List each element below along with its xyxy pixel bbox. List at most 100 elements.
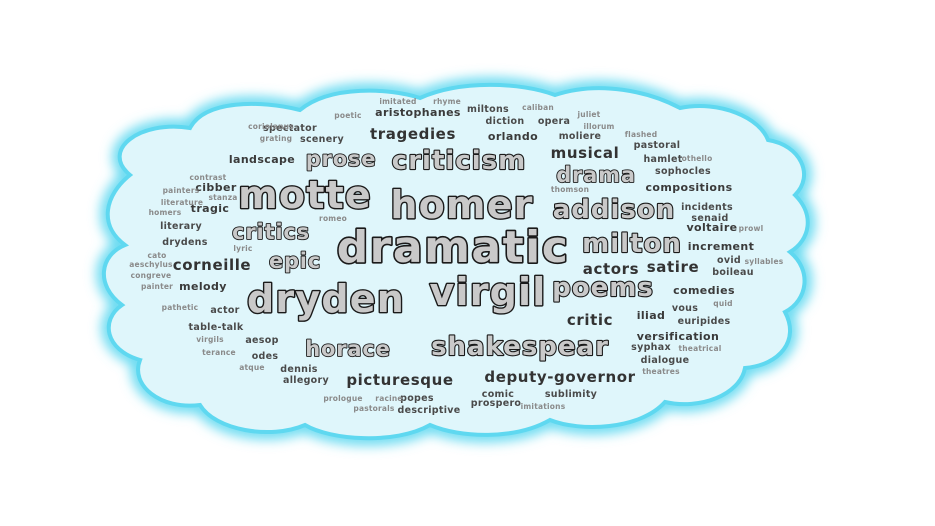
cloud-word: orlando	[488, 130, 538, 143]
cloud-word: scenery	[300, 134, 344, 145]
cloud-word: motte	[238, 173, 372, 217]
cloud-word: landscape	[229, 153, 295, 166]
cloud-word: pastorals	[353, 404, 395, 413]
cloud-word: melody	[179, 280, 227, 293]
cloud-word: congreve	[131, 271, 172, 280]
cloud-word: dryden	[247, 277, 405, 321]
cloud-word: comedies	[673, 284, 735, 297]
cloud-word: tragic	[191, 202, 230, 215]
cloud-word: senaid	[691, 213, 728, 224]
cloud-word: virgil	[430, 270, 547, 314]
cloud-word: epic	[269, 249, 321, 273]
cloud-word: imitated	[379, 97, 416, 106]
cloud-word: deputy-governor	[484, 368, 635, 386]
cloud-word: dennis	[280, 364, 318, 375]
cloud-word: stanza	[208, 193, 237, 202]
cloud-word: compositions	[645, 181, 732, 194]
cloud-word: theatrical	[678, 344, 721, 353]
cloud-word: hamlet	[643, 154, 682, 165]
cloud-word: aristophanes	[375, 106, 461, 119]
cloud-word: painter	[141, 282, 173, 291]
cloud-word: descriptive	[397, 405, 460, 416]
cloud-word: lyric	[233, 244, 252, 253]
cloud-word: grating	[260, 134, 292, 143]
cloud-word: prose	[306, 147, 377, 171]
cloud-word: miltons	[467, 104, 509, 115]
cloud-word: prologue	[323, 394, 362, 403]
cloud-word: actors	[583, 260, 639, 278]
cloud-word: opera	[538, 116, 570, 127]
cloud-shape	[102, 82, 810, 441]
cloud-word: prowl	[739, 224, 764, 233]
cloud-word: sublimity	[545, 389, 598, 400]
cloud-word: dramatic	[337, 222, 570, 273]
cloud-word: dialogue	[641, 355, 690, 366]
cloud-word: aesop	[245, 335, 278, 346]
cloud-word: voltaire	[686, 221, 737, 234]
cloud-word: criticism	[392, 146, 526, 176]
cloud-word: cato	[147, 251, 166, 260]
cloud-word: othello	[682, 154, 713, 163]
cloud-word: aeschylus	[129, 260, 173, 269]
cloud-word: milton	[582, 229, 682, 259]
cloud-word: satire	[647, 258, 700, 276]
cloud-word: atque	[239, 363, 264, 372]
cloud-word: addison	[553, 195, 676, 225]
cloud-word: pastoral	[634, 140, 681, 151]
cloud-word: diction	[486, 116, 525, 127]
cloud-word: quid	[713, 299, 732, 308]
cloud-word: euripides	[678, 316, 731, 327]
cloud-word: versification	[637, 330, 720, 343]
cloud-word: literary	[160, 221, 202, 232]
cloud-word: spectator	[263, 123, 317, 134]
cloud-word: homers	[149, 208, 182, 217]
cloud-word: cibber	[195, 181, 236, 194]
cloud-word: caliban	[522, 103, 554, 112]
cloud-word: drama	[556, 163, 636, 187]
cloud-word: critics	[232, 220, 310, 244]
cloud-word: poems	[552, 273, 654, 303]
cloud-word: rhyme	[433, 97, 461, 106]
cloud-word: musical	[551, 144, 620, 162]
cloud-word: table-talk	[189, 322, 244, 333]
cloud-word: flashed	[625, 130, 658, 139]
cloud-word: boileau	[712, 267, 754, 278]
cloud-word: increment	[688, 240, 755, 253]
cloud-word: drydens	[162, 237, 207, 248]
cloud-word: thomson	[551, 185, 589, 194]
cloud-word: juliet	[577, 110, 601, 119]
cloud-word: contrast	[190, 173, 227, 182]
cloud-word: corneille	[173, 256, 251, 274]
cloud-word: sophocles	[655, 166, 711, 177]
cloud-word: imitations	[521, 402, 566, 411]
cloud-word: moliere	[559, 131, 602, 142]
cloud-word: vous	[672, 303, 698, 314]
cloud-word: actor	[210, 305, 239, 316]
cloud-word: syphax	[631, 342, 671, 353]
cloud-word: picturesque	[346, 371, 453, 389]
cloud-word: ovid	[717, 255, 741, 266]
cloud-word: literature	[161, 198, 203, 207]
cloud-word: critic	[567, 311, 613, 329]
cloud-word: iliad	[637, 309, 666, 322]
cloud-word: virgils	[196, 335, 224, 344]
cloud-word: romeo	[319, 214, 347, 223]
cloud-word: popes	[400, 393, 434, 404]
cloud-word: terance	[202, 348, 236, 357]
cloud-word: racine	[375, 394, 402, 403]
cloud-word: incidents	[681, 202, 733, 213]
cloud-word: odes	[252, 351, 279, 362]
cloud-word: poetic	[334, 111, 361, 120]
cloud-word: shakespear	[431, 332, 609, 362]
cloud-word: illorum	[583, 122, 614, 131]
cloud-word: syllables	[745, 257, 784, 266]
cloud-word: coriolanus	[248, 122, 294, 131]
cloud-word: comic	[482, 389, 514, 400]
cloud-word: pathetic	[162, 303, 199, 312]
cloud-word: tragedies	[370, 125, 456, 143]
cloud-word: allegory	[283, 375, 329, 386]
cloud-word: theatres	[642, 367, 680, 376]
cloud-word: homer	[390, 183, 533, 227]
